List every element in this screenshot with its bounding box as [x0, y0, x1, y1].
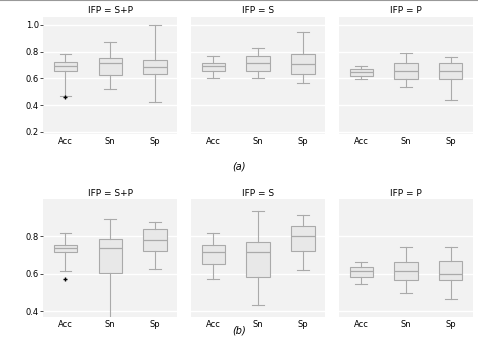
PathPatch shape [247, 242, 270, 277]
PathPatch shape [394, 63, 418, 79]
Text: (a): (a) [232, 162, 246, 172]
PathPatch shape [54, 62, 77, 71]
PathPatch shape [54, 245, 77, 252]
PathPatch shape [202, 245, 225, 264]
PathPatch shape [349, 69, 373, 76]
PathPatch shape [349, 267, 373, 277]
PathPatch shape [202, 63, 225, 71]
Title: IFP = P: IFP = P [390, 189, 422, 198]
PathPatch shape [394, 262, 418, 280]
PathPatch shape [291, 226, 315, 251]
PathPatch shape [143, 60, 167, 74]
PathPatch shape [291, 54, 315, 74]
PathPatch shape [439, 261, 462, 280]
Title: IFP = S+P: IFP = S+P [88, 189, 133, 198]
Text: (b): (b) [232, 325, 246, 335]
PathPatch shape [247, 56, 270, 71]
Title: IFP = S: IFP = S [242, 189, 274, 198]
PathPatch shape [143, 229, 167, 251]
PathPatch shape [98, 239, 122, 273]
Title: IFP = P: IFP = P [390, 6, 422, 16]
PathPatch shape [439, 63, 462, 79]
PathPatch shape [98, 58, 122, 75]
Title: IFP = S: IFP = S [242, 6, 274, 16]
Title: IFP = S+P: IFP = S+P [88, 6, 133, 16]
